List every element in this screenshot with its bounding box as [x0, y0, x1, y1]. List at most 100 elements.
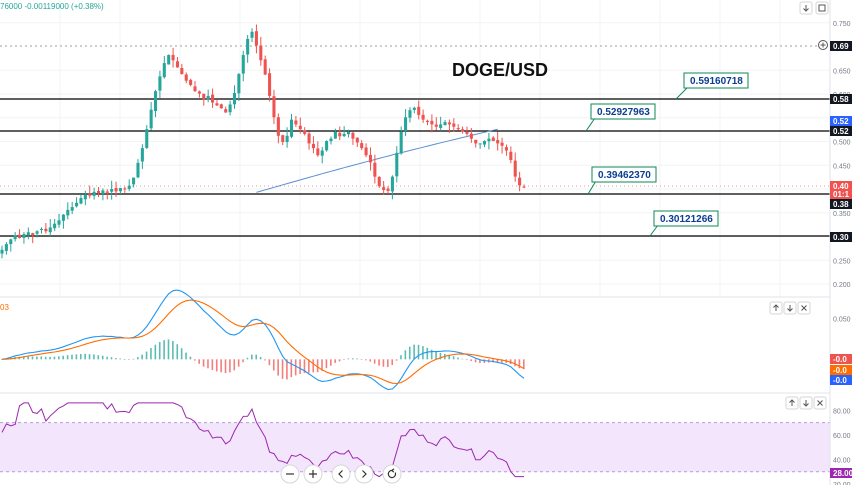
macd-histogram-bar — [496, 359, 499, 363]
minus-icon[interactable] — [280, 464, 300, 484]
candle — [241, 50, 245, 82]
crosshair-plus-icon[interactable] — [818, 40, 828, 50]
candle — [259, 36, 263, 66]
candle-body — [465, 131, 469, 134]
macd-histogram-bar — [189, 356, 192, 360]
candle-body — [417, 106, 421, 115]
price-badge-text: 0.58 — [833, 95, 849, 104]
rsi-line — [1, 402, 524, 478]
candle — [482, 140, 487, 148]
candle-body — [228, 104, 232, 113]
candle — [167, 54, 171, 65]
macd-histogram-bar — [180, 348, 183, 360]
macd-histogram-bar — [338, 359, 341, 362]
candle — [145, 125, 149, 149]
nav-button-glyph — [309, 470, 317, 478]
macd-badge-bg — [830, 375, 852, 385]
nav-button-bg — [354, 464, 374, 484]
candle-body — [263, 59, 267, 75]
candle-body — [105, 191, 109, 193]
close-icon[interactable] — [797, 301, 811, 315]
macd-histogram-bar — [128, 359, 130, 360]
candle — [395, 146, 399, 183]
candle — [75, 197, 79, 208]
chevron-right-icon[interactable] — [354, 464, 374, 484]
candle — [26, 227, 30, 240]
macd-histogram-bar — [308, 359, 310, 373]
level-label-box — [591, 166, 657, 183]
price-badge-text: 0.52 — [833, 127, 849, 136]
rsi-y-tick-label: 60.00 — [833, 433, 851, 440]
macd-histogram-bar — [207, 359, 209, 369]
arrow-down-icon[interactable] — [783, 301, 797, 315]
candle-body — [456, 128, 460, 130]
candle-body — [469, 133, 473, 139]
macd-histogram-bar — [426, 347, 429, 360]
candle — [118, 187, 122, 194]
candle — [66, 202, 70, 220]
candle — [377, 176, 381, 188]
nav-button-glyph — [362, 470, 367, 478]
rsi-badge-text: 28.00 — [833, 469, 852, 478]
y-tick-label: 0.750 — [833, 21, 851, 28]
macd-histogram-bar — [44, 356, 47, 360]
pane-control-glyph — [789, 399, 795, 406]
plus-icon[interactable] — [303, 464, 323, 484]
candle-body — [513, 160, 517, 177]
macd-histogram-bar — [391, 359, 394, 366]
macd-histogram-bar — [281, 359, 284, 379]
candle-body — [149, 109, 153, 129]
pane-control-glyph — [773, 304, 779, 311]
candle — [232, 85, 237, 109]
macd-histogram-bar — [167, 339, 170, 360]
arrow-down-icon[interactable] — [799, 1, 813, 15]
chevron-left-icon[interactable] — [331, 464, 351, 484]
rsi-y-tick-label: 80.00 — [833, 408, 851, 415]
candle — [22, 232, 26, 244]
y-tick-label: 0.200 — [833, 282, 851, 289]
candle — [219, 103, 223, 109]
candle — [57, 213, 61, 228]
macd-histogram-bar — [378, 359, 380, 366]
candle-body — [281, 135, 285, 142]
candle-body — [373, 162, 377, 177]
macd-histogram-bar — [172, 340, 174, 360]
candle — [18, 229, 22, 239]
candle-body — [48, 227, 52, 233]
candle — [96, 187, 101, 198]
candle — [197, 90, 201, 98]
candle-body — [382, 187, 386, 190]
candle-body — [425, 120, 430, 123]
candle — [158, 70, 162, 99]
reset-icon[interactable] — [382, 464, 402, 484]
price-scale[interactable]: 0.7500.6500.6000.5500.5000.4500.4000.350… — [829, 0, 852, 485]
candle-body — [316, 148, 320, 156]
macd-histogram-bar — [79, 354, 82, 360]
maximize-icon[interactable] — [815, 1, 829, 15]
arrow-up-icon[interactable] — [785, 396, 799, 410]
candle — [439, 116, 443, 131]
nav-button-glyph — [338, 470, 343, 478]
candle-body — [202, 93, 206, 100]
candle — [443, 119, 447, 126]
arrow-up-icon[interactable] — [769, 301, 783, 315]
candle — [79, 194, 83, 205]
macd-histogram-bar — [36, 356, 38, 360]
macd-histogram-bar — [518, 359, 521, 369]
price-badge-bg — [830, 94, 852, 104]
macd-histogram-bar — [88, 354, 91, 360]
macd-histogram-bar — [286, 359, 288, 380]
macd-histogram-bar — [246, 357, 249, 360]
y-tick-label: 0.350 — [833, 211, 851, 218]
close-icon[interactable] — [813, 396, 827, 410]
arrow-down-icon[interactable] — [799, 396, 813, 410]
candle-body — [404, 117, 408, 131]
pane-control-glyph — [817, 400, 823, 406]
macd-histogram-bar — [251, 354, 253, 360]
macd-y-tick-label: 0.050 — [833, 316, 851, 323]
candle-body — [132, 177, 136, 185]
candle — [114, 181, 118, 197]
candle — [347, 129, 351, 138]
